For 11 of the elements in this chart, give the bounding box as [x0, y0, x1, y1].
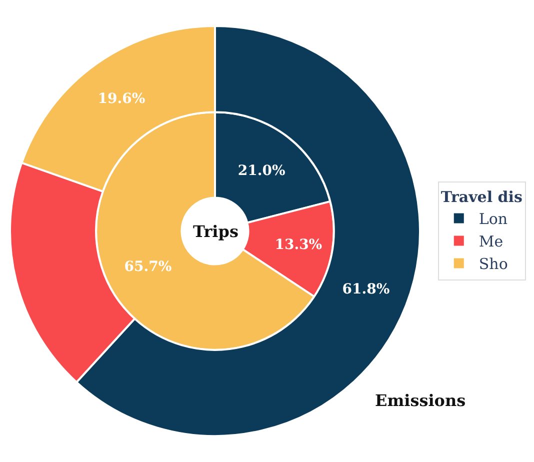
data-label: 13.3%: [274, 237, 322, 254]
legend-label: Sho: [478, 255, 508, 274]
data-label: 19.6%: [98, 90, 146, 107]
slice-label: Emissions: [375, 391, 466, 410]
legend-label: Lon: [478, 210, 508, 228]
data-label: 21.0%: [238, 162, 286, 179]
legend-title: Travel dis: [440, 188, 522, 206]
slice-label: Trips: [193, 222, 238, 241]
data-label: 65.7%: [124, 259, 172, 276]
legend-label: Me: [478, 232, 504, 251]
data-label: 61.8%: [342, 282, 390, 298]
